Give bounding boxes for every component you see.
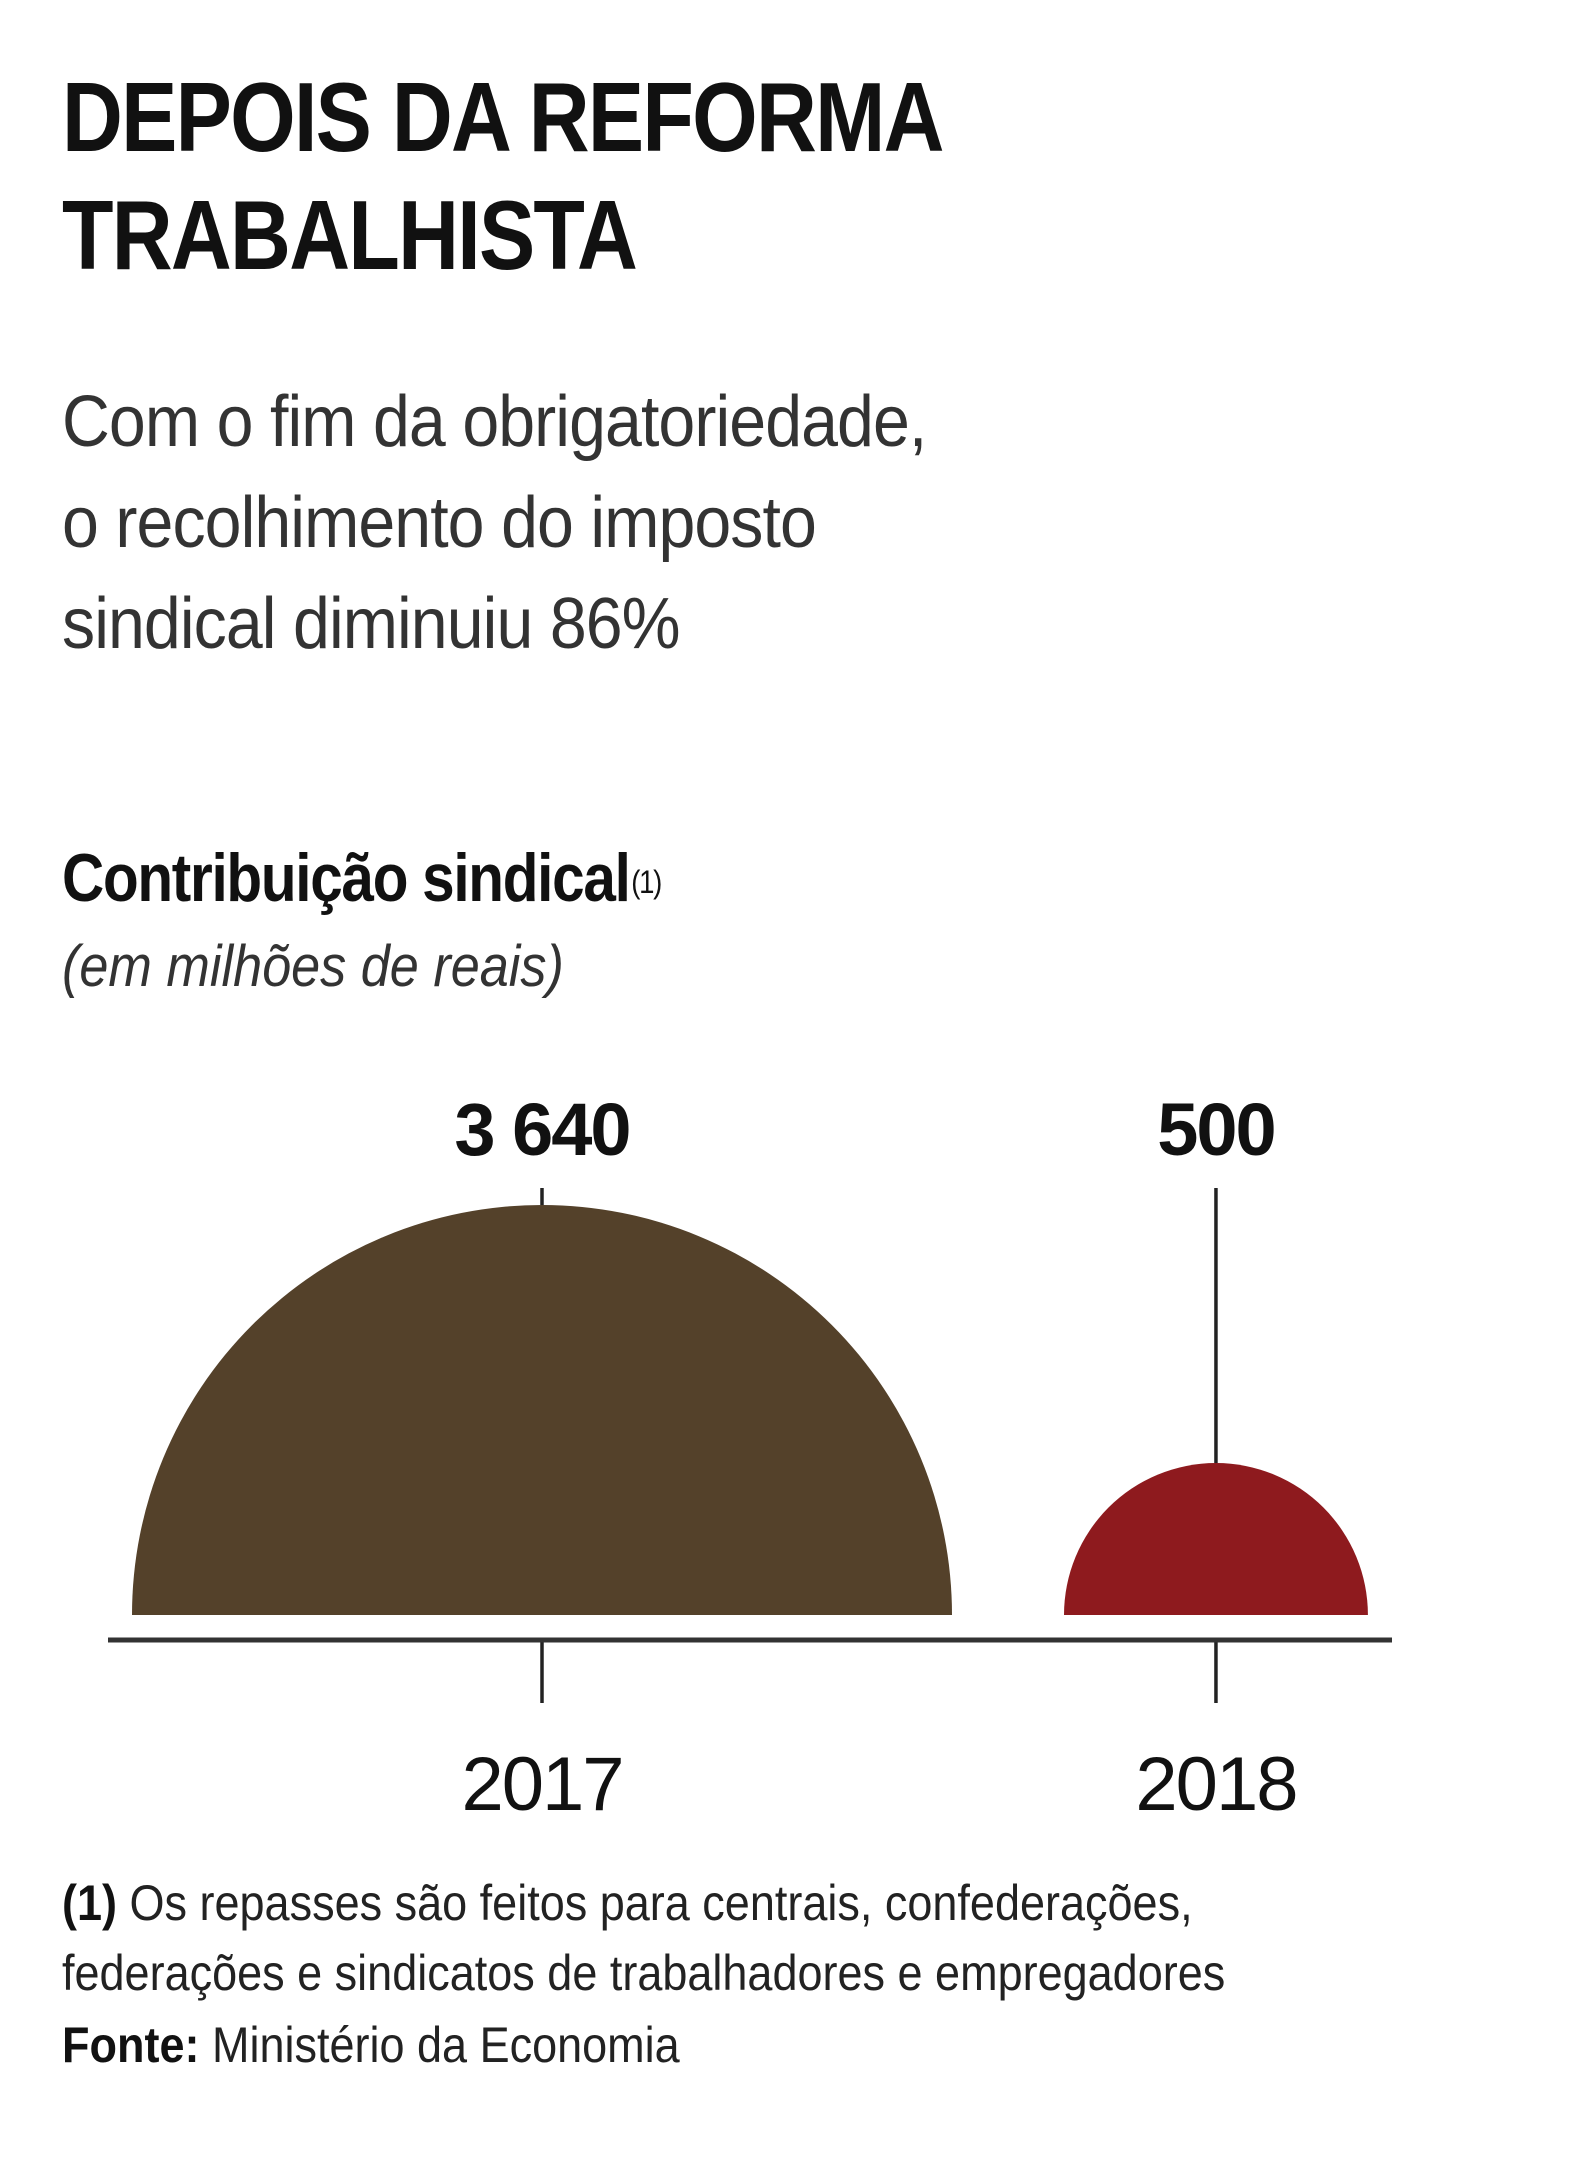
semicircle-2017 xyxy=(132,1205,952,1615)
title-line-2: TRABALHISTA xyxy=(62,180,638,290)
source: Fonte: Ministério da Economia xyxy=(62,2010,680,2080)
category-label-2018: 2018 xyxy=(1135,1742,1296,1827)
chart-title-note-marker: (1) xyxy=(631,864,662,900)
chart-title-text: Contribuição sindical xyxy=(62,840,631,916)
source-label: Fonte: xyxy=(62,2017,200,2073)
footnote-line-2: federações e sindicatos de trabalhadores… xyxy=(62,1945,1226,2001)
subtitle-line-1: Com o fim da obrigatoriedade, xyxy=(62,382,927,462)
chart-title: Contribuição sindical(1) xyxy=(62,838,662,918)
semicircle-chart: 3 640 2017 500 2018 xyxy=(108,1088,1392,1827)
footnote-marker: (1) xyxy=(62,1875,117,1931)
value-label-2017: 3 640 xyxy=(454,1088,629,1171)
chart-unit: (em milhões de reais) xyxy=(62,934,564,999)
subtitle-line-2: o recolhimento do imposto xyxy=(62,483,817,563)
subtitle-line-3: sindical diminuiu 86% xyxy=(62,584,681,664)
value-label-2018: 500 xyxy=(1157,1088,1274,1171)
category-label-2017: 2017 xyxy=(461,1742,622,1827)
subtitle: Com o fim da obrigatoriedade, o recolhim… xyxy=(62,372,1350,675)
title-line-1: DEPOIS DA REFORMA xyxy=(62,62,944,172)
footnote: (1) Os repasses são feitos para centrais… xyxy=(62,1868,1394,2008)
source-text: Ministério da Economia xyxy=(211,2017,680,2073)
chart-title-main: DEPOIS DA REFORMA TRABALHISTA xyxy=(62,58,1318,294)
semicircle-2018 xyxy=(1064,1463,1368,1615)
footnote-line-1: Os repasses são feitos para centrais, co… xyxy=(129,1875,1193,1931)
